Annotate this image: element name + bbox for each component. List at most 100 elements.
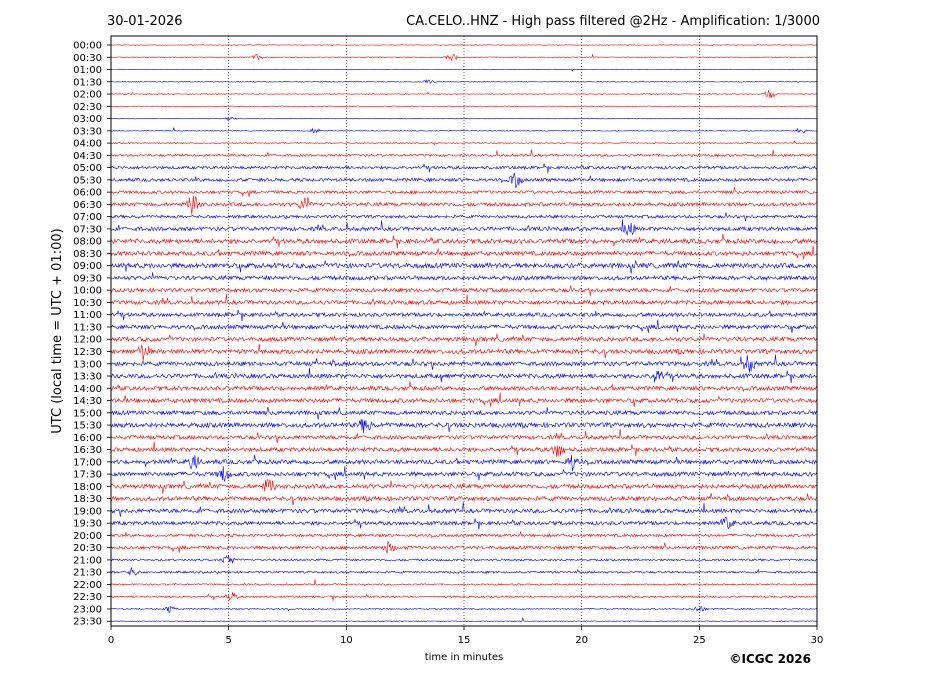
trace-0100 [110, 68, 818, 72]
trace-1430 [110, 392, 818, 407]
x-axis-label: time in minutes [425, 652, 504, 663]
copyright-text: ©ICGC 2026 [729, 652, 811, 666]
y-tick-label: 05:30 [73, 175, 102, 186]
y-tick-label: 02:30 [73, 102, 102, 113]
y-tick-label: 14:00 [73, 384, 102, 395]
trace-1530 [110, 418, 818, 434]
trace-2130 [110, 567, 818, 576]
y-tick-label: 05:00 [73, 163, 102, 174]
x-tick-label: 30 [811, 635, 824, 646]
trace-1600 [110, 428, 818, 443]
trace-0330 [110, 127, 818, 134]
chart-date: 30-01-2026 [107, 14, 183, 29]
y-tick-label: 11:00 [73, 310, 102, 321]
y-tick-label: 03:30 [73, 126, 102, 137]
y-tick-label: 19:00 [73, 506, 102, 517]
y-tick-label: 23:00 [73, 604, 102, 615]
y-tick-label: 22:30 [73, 592, 102, 603]
trace-0200 [110, 90, 818, 99]
y-tick-label: 07:30 [73, 224, 102, 235]
vertical-gridlines [228, 36, 700, 626]
trace-0800 [110, 233, 818, 249]
y-tick-label: 01:30 [73, 77, 102, 88]
trace-2300 [110, 605, 818, 613]
trace-1400 [110, 381, 818, 393]
trace-0930 [110, 272, 818, 282]
y-tick-label: 09:00 [73, 261, 102, 272]
y-tick-label: 19:30 [73, 519, 102, 530]
trace-2230 [110, 592, 818, 601]
trace-0730 [110, 219, 818, 236]
trace-0830 [110, 245, 818, 260]
y-tick-label: 18:30 [73, 494, 102, 505]
trace-0700 [110, 212, 818, 222]
x-tick-label: 20 [575, 635, 588, 646]
trace-0430 [110, 149, 818, 158]
y-tick-label: 03:00 [73, 114, 102, 125]
y-tick-label: 18:00 [73, 482, 102, 493]
trace-0000 [110, 44, 818, 46]
x-tick-label: 10 [340, 635, 353, 646]
y-tick-label: 04:00 [73, 139, 102, 150]
y-tick-label: 20:00 [73, 531, 102, 542]
y-tick-label: 21:00 [73, 555, 102, 566]
y-tick-label: 16:00 [73, 433, 102, 444]
trace-1500 [110, 407, 818, 420]
trace-0900 [110, 259, 818, 274]
y-tick-label: 01:00 [73, 65, 102, 76]
plot-frame [110, 35, 818, 627]
y-tick-label: 08:00 [73, 237, 102, 248]
y-tick-label: 21:30 [73, 568, 102, 579]
y-tick-label: 10:00 [73, 286, 102, 297]
y-tick-label: 14:30 [73, 396, 102, 407]
y-tick-label: 13:30 [73, 372, 102, 383]
y-axis-label: UTC (local time = UTC + 01:00) [50, 228, 65, 433]
trace-1200 [110, 333, 818, 347]
trace-0300 [110, 116, 817, 121]
y-tick-label: 23:30 [73, 617, 102, 628]
y-tick-label: 20:30 [73, 543, 102, 554]
y-tick-label: 12:00 [73, 335, 102, 346]
y-tick-label: 02:00 [73, 90, 102, 101]
y-tick-label: 17:30 [73, 470, 102, 481]
y-tick-label: 22:00 [73, 580, 102, 591]
trace-1300 [110, 354, 818, 373]
y-tick-label: 15:00 [73, 408, 102, 419]
x-tick-label: 15 [458, 635, 471, 646]
trace-0630 [110, 195, 818, 215]
y-tick-label: 00:30 [73, 53, 102, 64]
trace-1900 [110, 501, 818, 517]
trace-1030 [110, 293, 818, 306]
y-tick-label: 13:00 [73, 359, 102, 370]
x-tick-label: 5 [225, 635, 231, 646]
y-tick-label: 07:00 [73, 212, 102, 223]
trace-0600 [110, 187, 818, 197]
trace-1830 [110, 493, 817, 506]
y-tick-label: 17:00 [73, 457, 102, 468]
trace-2000 [110, 531, 818, 539]
y-tick-label: 04:30 [73, 151, 102, 162]
trace-2200 [110, 579, 818, 586]
trace-0500 [110, 163, 818, 174]
trace-1630 [111, 441, 818, 457]
trace-0230 [110, 105, 818, 107]
y-tick-label: 10:30 [73, 298, 102, 309]
trace-0400 [110, 140, 818, 146]
y-tick-label: 00:00 [73, 41, 102, 52]
trace-1130 [110, 319, 818, 334]
trace-1230 [110, 344, 818, 362]
y-tick-label: 09:30 [73, 273, 102, 284]
trace-1930 [110, 517, 818, 530]
y-tick-label: 16:30 [73, 445, 102, 456]
trace-0130 [110, 79, 818, 84]
x-tick-label: 25 [693, 635, 706, 646]
seismic-traces [110, 44, 818, 622]
y-tick-label: 15:30 [73, 421, 102, 432]
chart-title: CA.CELO..HNZ - High pass filtered @2Hz -… [406, 14, 820, 29]
trace-1730 [110, 466, 818, 482]
trace-1800 [110, 479, 818, 494]
y-tick-label: 06:00 [73, 188, 102, 199]
y-tick-label: 08:30 [73, 249, 102, 260]
